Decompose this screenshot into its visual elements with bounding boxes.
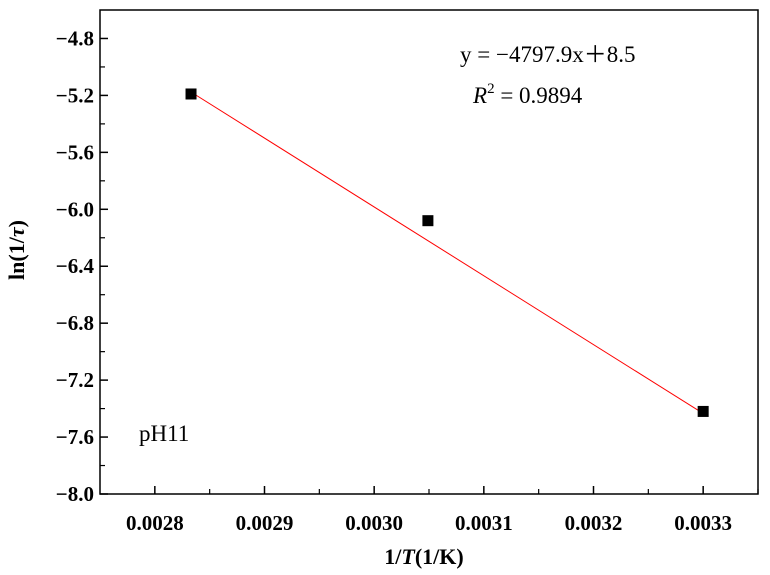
y-tick-label: −7.6: [56, 425, 94, 449]
x-tick-label: 0.0029: [236, 511, 294, 535]
y-tick-label: −6.0: [56, 197, 94, 221]
y-tick-label: −7.2: [56, 368, 94, 392]
y-tick-label: −8.0: [56, 482, 94, 506]
x-tick-label: 0.0032: [565, 511, 623, 535]
plot-frame: [99, 9, 759, 495]
y-tick-label: −4.8: [56, 26, 94, 50]
y-tick-label: −6.4: [56, 254, 95, 278]
x-tick-label: 0.0028: [126, 511, 184, 535]
fit-line: [190, 91, 704, 414]
x-axis-title: 1/T(1/K): [384, 544, 463, 569]
x-tick-label: 0.0033: [674, 511, 732, 535]
r-squared-value: = 0.9894: [495, 83, 583, 108]
y-tick-label: −5.6: [56, 140, 94, 164]
x-tick-label: 0.0031: [455, 511, 513, 535]
y-axis-ticks: −4.8 −5.2 −5.6 −6.0 −6.4 −6.8 −7.2 −7.6 −8.0: [56, 26, 108, 506]
data-points: [185, 88, 709, 417]
r-squared-symbol: R: [472, 83, 487, 108]
x-tick-label: 0.0030: [345, 511, 403, 535]
r-squared-superscript: 2: [487, 81, 495, 97]
sample-label: pH11: [139, 421, 189, 446]
data-point: [697, 405, 709, 417]
r-squared-label: R2 = 0.9894: [472, 81, 583, 108]
data-point: [422, 215, 434, 227]
y-tick-label: −5.2: [56, 83, 94, 107]
equation-label: y = −4797.9x＋8.5: [460, 42, 635, 67]
data-point: [185, 88, 197, 100]
y-axis-title: ln(1/τ): [4, 220, 29, 280]
y-tick-label: −6.8: [56, 311, 94, 335]
x-axis-ticks: 0.0028 0.0029 0.0030 0.0031 0.0032 0.0033: [126, 486, 759, 535]
